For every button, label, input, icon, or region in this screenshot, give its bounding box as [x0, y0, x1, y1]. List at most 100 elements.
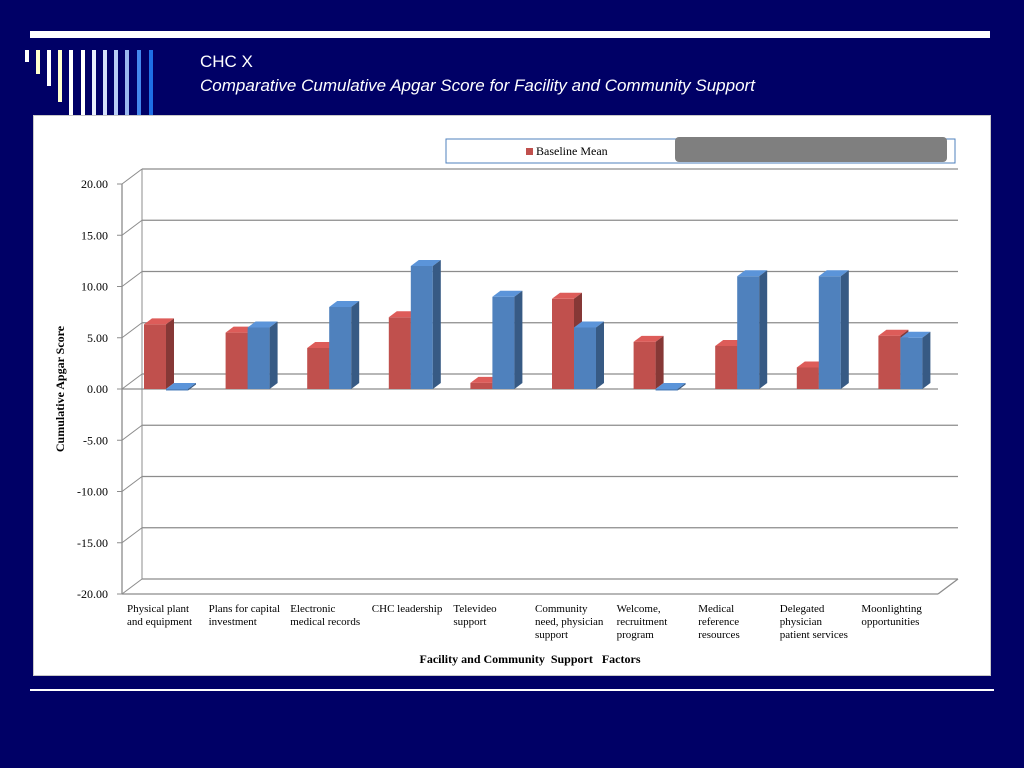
bar-side — [759, 270, 768, 389]
x-category-label: Delegated — [780, 603, 825, 615]
x-category-label: Medical — [698, 603, 734, 615]
gridline-side — [121, 424, 143, 441]
bar-top — [574, 321, 604, 328]
legend: Baseline Mean — [445, 137, 956, 164]
bar-top — [900, 331, 931, 338]
gridline-side — [121, 322, 143, 339]
x-category-label: support — [453, 616, 486, 628]
bar-front — [307, 348, 330, 389]
bar-front — [818, 276, 841, 389]
bars-layer — [144, 260, 931, 391]
bar-series2-0 — [166, 383, 196, 391]
x-category-label: program — [617, 629, 655, 641]
bar-series2-3 — [410, 260, 441, 389]
bar-front — [492, 296, 515, 389]
bar-side — [922, 331, 931, 389]
bar-front — [144, 324, 166, 389]
x-category-label: recruitment — [617, 616, 668, 628]
bar-front — [878, 335, 901, 389]
x-category-label: physician — [780, 616, 823, 628]
y-tick-label: 10.00 — [81, 280, 108, 294]
bar-top — [492, 290, 523, 297]
x-category-label: resources — [698, 629, 740, 641]
x-category-label: opportunities — [861, 616, 919, 628]
gridline-side — [121, 527, 143, 544]
x-category-label: Plans for capital — [209, 603, 280, 615]
x-category-label: investment — [209, 616, 257, 628]
bar-front — [655, 389, 678, 391]
slide-title: CHC X Comparative Cumulative Apgar Score… — [200, 50, 755, 98]
bar-side — [351, 301, 360, 389]
bar-top — [247, 321, 278, 328]
gridline-side — [121, 271, 143, 287]
bar-top — [737, 270, 768, 277]
y-tick-label: 15.00 — [81, 228, 108, 242]
bar-series2-7 — [737, 270, 768, 389]
bar-series2-5 — [574, 321, 604, 389]
legend-label-baseline: Baseline Mean — [536, 144, 608, 158]
bar-front — [900, 337, 923, 389]
bar-front — [329, 307, 352, 389]
bar-side — [269, 321, 278, 389]
x-category-label: need, physician — [535, 616, 604, 628]
x-axis-title: Facility and Community Support Factors — [419, 652, 640, 666]
top-divider-line — [30, 31, 990, 38]
bar-side — [188, 383, 196, 391]
x-category-label: Physical plant — [127, 603, 189, 615]
bar-top — [329, 301, 360, 307]
bar-side — [514, 290, 523, 389]
slide-title-line1: CHC X — [200, 52, 253, 71]
gridline-side — [121, 578, 143, 595]
y-tick-label: 20.00 — [81, 177, 108, 191]
bar-top — [878, 329, 909, 336]
bar-front — [574, 327, 596, 389]
x-category-label: CHC leadership — [372, 603, 443, 615]
bar-top — [633, 335, 664, 342]
bar-front — [166, 389, 188, 391]
bar-front — [715, 345, 738, 389]
bar-front — [388, 317, 411, 389]
bar-side — [596, 321, 604, 389]
bar-front — [470, 382, 493, 389]
bar-front — [247, 327, 270, 389]
bar-series2-1 — [247, 321, 278, 389]
decorative-stripes — [25, 50, 175, 116]
bar-baseline-6 — [633, 335, 664, 389]
x-category-label: patient services — [780, 629, 848, 641]
x-category-label: reference — [698, 616, 739, 628]
gridline-side — [121, 168, 143, 185]
gridline-side — [121, 373, 143, 390]
bar-front — [796, 367, 819, 389]
x-category-label: support — [535, 629, 568, 641]
bar-top — [655, 383, 686, 389]
y-tick-label: 0.00 — [87, 382, 108, 396]
bar-side — [840, 270, 849, 389]
bar-side — [677, 383, 686, 391]
x-category-label: Welcome, — [617, 603, 661, 615]
bar-front — [552, 298, 574, 389]
x-category-label: Moonlighting — [861, 603, 922, 615]
bar-front — [410, 266, 433, 389]
y-tick-labels: 20.00 15.00 10.00 5.00 0.00 -5.00 -10.00 -15.00… — [77, 177, 108, 601]
x-category-label: Televideo — [453, 603, 497, 615]
y-tick-label: -20.00 — [77, 587, 108, 601]
x-category-label: Electronic — [290, 603, 335, 615]
bar-front — [737, 276, 760, 389]
bar-series2-8 — [818, 270, 849, 389]
bar-series2-4 — [492, 290, 523, 389]
y-tick-label: -15.00 — [77, 536, 108, 550]
x-category-label: medical records — [290, 616, 360, 628]
bar-top — [144, 318, 174, 325]
bar-side — [432, 260, 441, 389]
bar-series2-6 — [655, 383, 686, 391]
bar-chart: 20.00 15.00 10.00 5.00 0.00 -5.00 -10.00 -15.00… — [53, 137, 959, 666]
bar-front — [633, 341, 656, 389]
y-tick-label: -10.00 — [77, 485, 108, 499]
bar-baseline-0 — [144, 318, 174, 389]
y-axis-title: Cumulative Apgar Score — [53, 325, 67, 452]
y-tick-label: 5.00 — [87, 331, 108, 345]
x-category-label: Community — [535, 603, 588, 615]
slide-title-line2: Comparative Cumulative Apgar Score for F… — [200, 76, 755, 95]
legend-redaction-bar — [675, 137, 947, 162]
